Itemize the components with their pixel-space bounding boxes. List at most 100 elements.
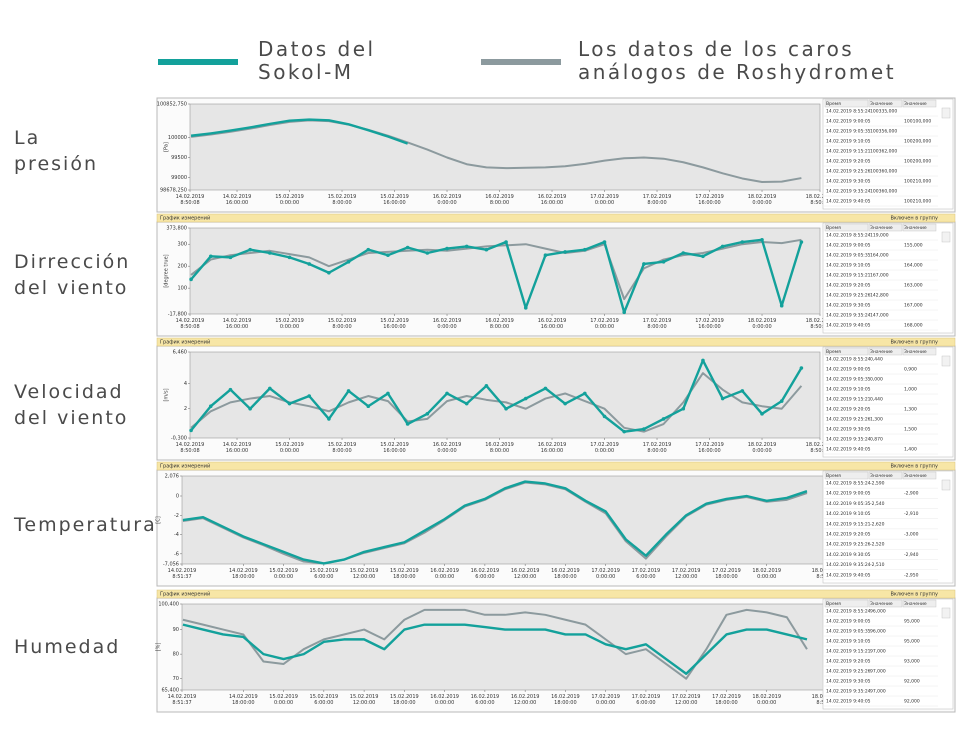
table-cell: 14.02.2019 9:10:05 [826, 639, 871, 645]
x-tick-label: 18.02.2019 0:00:00 [748, 194, 777, 206]
table-cell: 14.02.2019 9:15:21 [826, 521, 871, 527]
table-cell: 14.02.2019 9:00:05 [826, 119, 871, 125]
table-cell: 142,800 [870, 293, 889, 299]
table-header-cell [824, 99, 869, 108]
y-tick-label: -0,300 [171, 436, 187, 442]
table-cell: 14.02.2019 9:40:05 [826, 447, 871, 453]
series-marker [740, 389, 745, 393]
table-cell: -2,940 [904, 552, 919, 558]
table-cell: 100200,000 [904, 159, 931, 165]
table-cell: 100210,000 [904, 199, 931, 205]
series-marker [681, 406, 686, 411]
x-tick-label: 16.02.2019 8:00:00 [485, 318, 514, 330]
table-cell: 14.02.2019 9:30:05 [826, 427, 871, 433]
plot-area [181, 603, 827, 691]
y-axis-label: [m/s] [164, 388, 170, 401]
series-marker [701, 358, 705, 363]
x-tick-label: 15.02.2019 0:00:00 [275, 194, 304, 206]
x-tick-label: 15.02.2019 18:00:00 [390, 694, 419, 706]
table-cell: -2,950 [904, 572, 919, 578]
y-axis-label: [C] [156, 516, 162, 523]
table-cell: 0,440 [870, 357, 883, 363]
data-table [822, 222, 954, 334]
x-tick-label: 17.02.2019 18:00:00 [712, 568, 741, 580]
table-header: Значение [904, 101, 927, 107]
y-tick-label: -17,800 [168, 312, 187, 318]
series-marker [799, 240, 804, 244]
table-cell: 14.02.2019 9:30:05 [826, 303, 871, 309]
series-marker [346, 259, 351, 264]
y-tick-label: 2 [184, 406, 187, 412]
table-cell: 14.02.2019 9:40:05 [826, 199, 871, 205]
x-tick-label: 16.02.2019 8:00:00 [485, 442, 514, 454]
x-tick-label: 15.02.2019 0:00:00 [269, 694, 298, 706]
x-tick-label: 15.02.2019 0:00:00 [275, 442, 304, 454]
x-tick-label: 17.02.2019 6:00:00 [632, 568, 661, 580]
table-cell: 14.02.2019 9:20:05 [826, 407, 871, 413]
table-cell: 100335,000 [870, 109, 897, 115]
table-cell: 14.02.2019 9:25:26 [826, 169, 871, 175]
series-marker [661, 417, 666, 421]
series-marker [720, 396, 725, 401]
series-marker [208, 254, 213, 259]
series-marker [484, 384, 489, 388]
table-cell: 14.02.2019 8:55:24 [826, 357, 871, 363]
x-tick-label: 15.02.2019 12:00:00 [350, 568, 379, 580]
series-marker [307, 394, 312, 398]
series-marker [228, 255, 233, 260]
group-label: Включен в группу [890, 464, 938, 470]
series-marker [287, 401, 292, 406]
x-tick-label: 16.02.2019 8:00:00 [485, 194, 514, 206]
table-cell: 14.02.2019 9:05:35 [826, 501, 871, 507]
plot-area [189, 351, 821, 439]
table-cell: 14.02.2019 9:10:05 [826, 511, 871, 517]
series-marker [248, 247, 252, 252]
table-cell: 14.02.2019 9:00:05 [826, 243, 871, 249]
series-marker [740, 240, 745, 244]
table-cell: 164,000 [904, 263, 923, 269]
series-marker [366, 404, 371, 408]
x-tick-label: 17.02.2019 8:00:00 [643, 194, 672, 206]
series-marker [189, 277, 193, 282]
x-tick-label: 15.02.2019 6:00:00 [310, 568, 339, 580]
panel-strip [156, 337, 956, 347]
y-tick-label: 98678,250 [160, 188, 187, 194]
x-tick-label: 16.02.2019 18:00:00 [551, 694, 580, 706]
table-cell: 1,300 [870, 417, 883, 423]
table-cell: 97,000 [870, 689, 886, 695]
series-marker [622, 310, 627, 315]
series-marker [307, 262, 312, 266]
table-header: Значение [870, 349, 893, 355]
table-cell: -2,590 [870, 481, 885, 487]
table-cell: 14.02.2019 9:15:21 [826, 397, 871, 403]
x-tick-label: 14.02.2019 8:51:37 [168, 568, 197, 580]
table-cell: 14.02.2019 9:35:24 [826, 689, 871, 695]
table-cell: 93,000 [904, 659, 920, 665]
table-header: Значение [904, 225, 927, 231]
x-tick-label: 15.02.2019 16:00:00 [380, 194, 409, 206]
y-tick-label: -4 [174, 532, 179, 538]
table-cell: 14.02.2019 9:05:35 [826, 129, 871, 135]
table-cell: 14.02.2019 9:00:05 [826, 491, 871, 497]
legend-label: Los datos de los caros análogos de Roshy… [578, 37, 897, 84]
table-header-cell [902, 223, 937, 232]
table-cell: -2,900 [904, 491, 919, 497]
table-cell: 100100,000 [904, 119, 931, 125]
table-header-cell [868, 347, 903, 356]
x-tick-label: 17.02.2019 16:00:00 [695, 318, 724, 330]
series-marker [386, 253, 390, 257]
table-header-cell [824, 347, 869, 356]
x-tick-label: 16.02.2019 18:00:00 [551, 568, 580, 580]
y-tick-label: 99000 [171, 175, 187, 181]
table-cell: 147,000 [870, 313, 889, 319]
table-cell: 100210,000 [904, 179, 931, 185]
plot-area [189, 103, 821, 191]
row-label: La presión [14, 127, 98, 175]
y-tick-label: 80 [173, 652, 179, 658]
table-header-cell [902, 471, 937, 480]
table-cell: 14.02.2019 9:15:21 [826, 649, 871, 655]
y-tick-label: 90 [173, 627, 179, 633]
series-marker [543, 253, 548, 257]
x-tick-label: 17.02.2019 0:00:00 [591, 694, 620, 706]
series-marker [464, 401, 469, 406]
